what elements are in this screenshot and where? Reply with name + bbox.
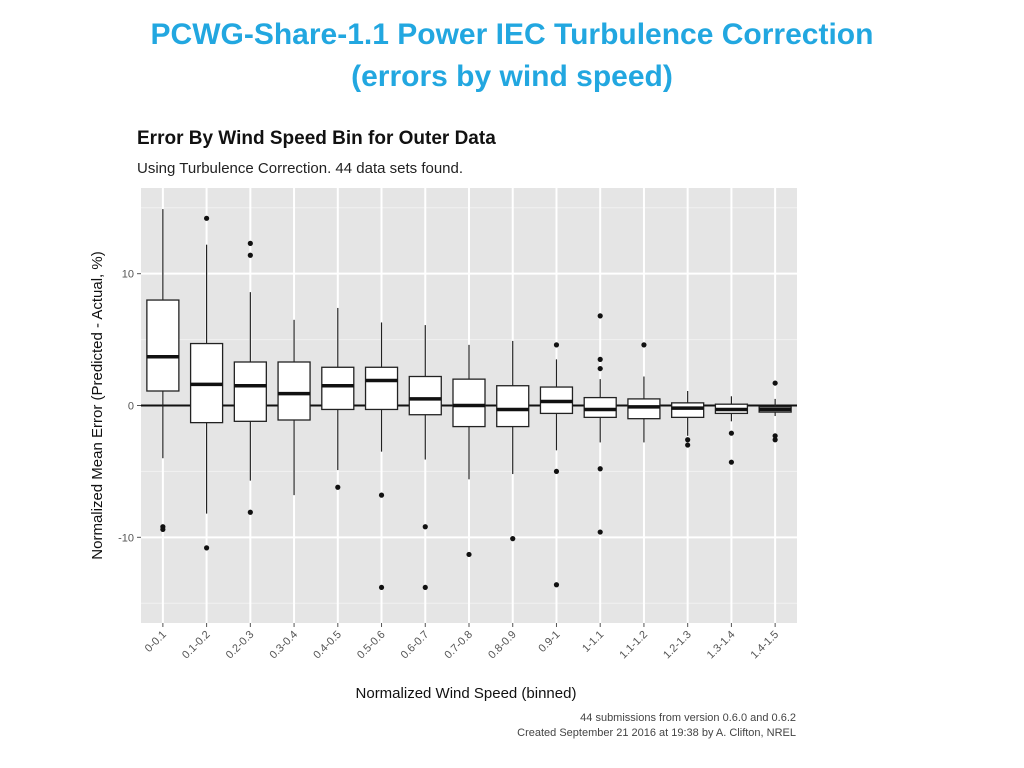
y-axis-label: Normalized Mean Error (Predicted - Actua… bbox=[89, 251, 106, 559]
box-1.2-1.3 bbox=[671, 391, 705, 448]
slide-subtitle: (errors by wind speed) bbox=[351, 60, 673, 93]
x-tick-label: 0.4-0.5 bbox=[311, 629, 344, 662]
box-1.1-1.2 bbox=[627, 342, 661, 443]
outlier-point bbox=[553, 342, 560, 348]
x-tick-label: 0.5-0.6 bbox=[355, 629, 388, 662]
x-tick-label: 0.7-0.8 bbox=[442, 629, 475, 662]
box-iqr bbox=[146, 299, 180, 392]
x-tick-label: 1.2-1.3 bbox=[661, 629, 694, 662]
y-tick-label: -10 bbox=[118, 532, 134, 544]
box-0.9-1 bbox=[539, 342, 574, 588]
x-tick-label: 1.4-1.5 bbox=[749, 629, 782, 662]
box-iqr bbox=[671, 402, 705, 419]
box-iqr bbox=[364, 366, 399, 411]
outlier-point bbox=[728, 459, 735, 465]
outlier-point bbox=[597, 356, 603, 362]
box-iqr bbox=[583, 396, 617, 419]
box-1.4-1.5 bbox=[758, 380, 792, 443]
box-1.3-1.4 bbox=[714, 396, 749, 465]
outlier-point bbox=[728, 430, 735, 436]
box-0.7-0.8 bbox=[452, 344, 486, 558]
outlier-point bbox=[772, 433, 778, 439]
x-tick-label: 1-1.1 bbox=[580, 629, 606, 655]
footnote-submissions: 44 submissions from version 0.6.0 and 0.… bbox=[580, 712, 796, 724]
x-tick-label: 0.9-1 bbox=[536, 629, 562, 655]
x-tick-label: 0.6-0.7 bbox=[399, 629, 432, 662]
outlier-point bbox=[597, 365, 603, 372]
outlier-point bbox=[510, 536, 516, 542]
chart-subtitle: Using Turbulence Correction. 44 data set… bbox=[137, 160, 464, 177]
outlier-point bbox=[597, 529, 603, 535]
boxes bbox=[146, 209, 792, 591]
box-0.6-0.7 bbox=[408, 325, 442, 591]
box-iqr bbox=[408, 375, 442, 416]
box-0.1-0.2 bbox=[189, 215, 224, 551]
box-iqr bbox=[496, 385, 530, 428]
box-1-1.1 bbox=[583, 313, 617, 535]
y-tick-label: 0 bbox=[128, 401, 134, 413]
x-tick-label: 0-0.1 bbox=[143, 629, 169, 655]
outlier-point bbox=[160, 526, 166, 533]
outlier-point bbox=[597, 466, 603, 472]
slide-title: PCWG-Share-1.1 Power IEC Turbulence Corr… bbox=[150, 18, 874, 51]
outlier-point bbox=[247, 509, 253, 515]
y-axis-ticks: -10 0 10 bbox=[118, 269, 141, 544]
box-iqr bbox=[277, 361, 311, 421]
outlier-point bbox=[247, 240, 253, 246]
x-axis-ticks: 0-0.1 0.1-0.2 0.2-0.3 0.3-0.4 0.4-0.5 0.5-0.6… bbox=[143, 623, 781, 661]
outlier-point bbox=[772, 380, 778, 386]
outlier-point bbox=[685, 437, 691, 443]
x-tick-label: 0.1-0.2 bbox=[180, 629, 213, 662]
outlier-point bbox=[553, 468, 560, 475]
box-0.8-0.9 bbox=[496, 340, 530, 542]
box-0.4-0.5 bbox=[321, 307, 355, 490]
outlier-point bbox=[553, 582, 560, 588]
y-tick-label: 10 bbox=[122, 269, 134, 281]
x-tick-label: 1.1-1.2 bbox=[617, 629, 650, 662]
outlier-point bbox=[422, 524, 428, 530]
box-iqr bbox=[321, 366, 355, 411]
box-iqr bbox=[452, 378, 486, 428]
box-iqr bbox=[233, 361, 267, 422]
outlier-point bbox=[204, 545, 210, 551]
x-tick-label: 0.8-0.9 bbox=[486, 629, 519, 662]
box-0.3-0.4 bbox=[277, 319, 311, 496]
box-iqr bbox=[627, 398, 661, 420]
outlier-point bbox=[685, 442, 691, 448]
x-axis-label: Normalized Wind Speed (binned) bbox=[356, 685, 577, 702]
x-tick-label: 1.3-1.4 bbox=[705, 629, 738, 662]
outlier-point bbox=[247, 252, 253, 258]
footnote-created: Created September 21 2016 at 19:38 by A.… bbox=[517, 727, 796, 739]
outlier-point bbox=[422, 584, 428, 591]
x-tick-label: 0.2-0.3 bbox=[224, 629, 257, 662]
outlier-point bbox=[378, 584, 385, 591]
outlier-point bbox=[335, 484, 341, 490]
outlier-point bbox=[597, 313, 603, 319]
outlier-point bbox=[204, 215, 210, 221]
box-0-0.1 bbox=[146, 209, 180, 533]
outlier-point bbox=[466, 551, 472, 558]
x-tick-label: 0.3-0.4 bbox=[267, 629, 300, 662]
outlier-point bbox=[378, 492, 385, 498]
outlier-point bbox=[772, 437, 778, 443]
box-0.5-0.6 bbox=[364, 322, 399, 591]
box-0.2-0.3 bbox=[233, 240, 267, 515]
outlier-point bbox=[641, 342, 647, 348]
chart-title: Error By Wind Speed Bin for Outer Data bbox=[137, 128, 496, 149]
